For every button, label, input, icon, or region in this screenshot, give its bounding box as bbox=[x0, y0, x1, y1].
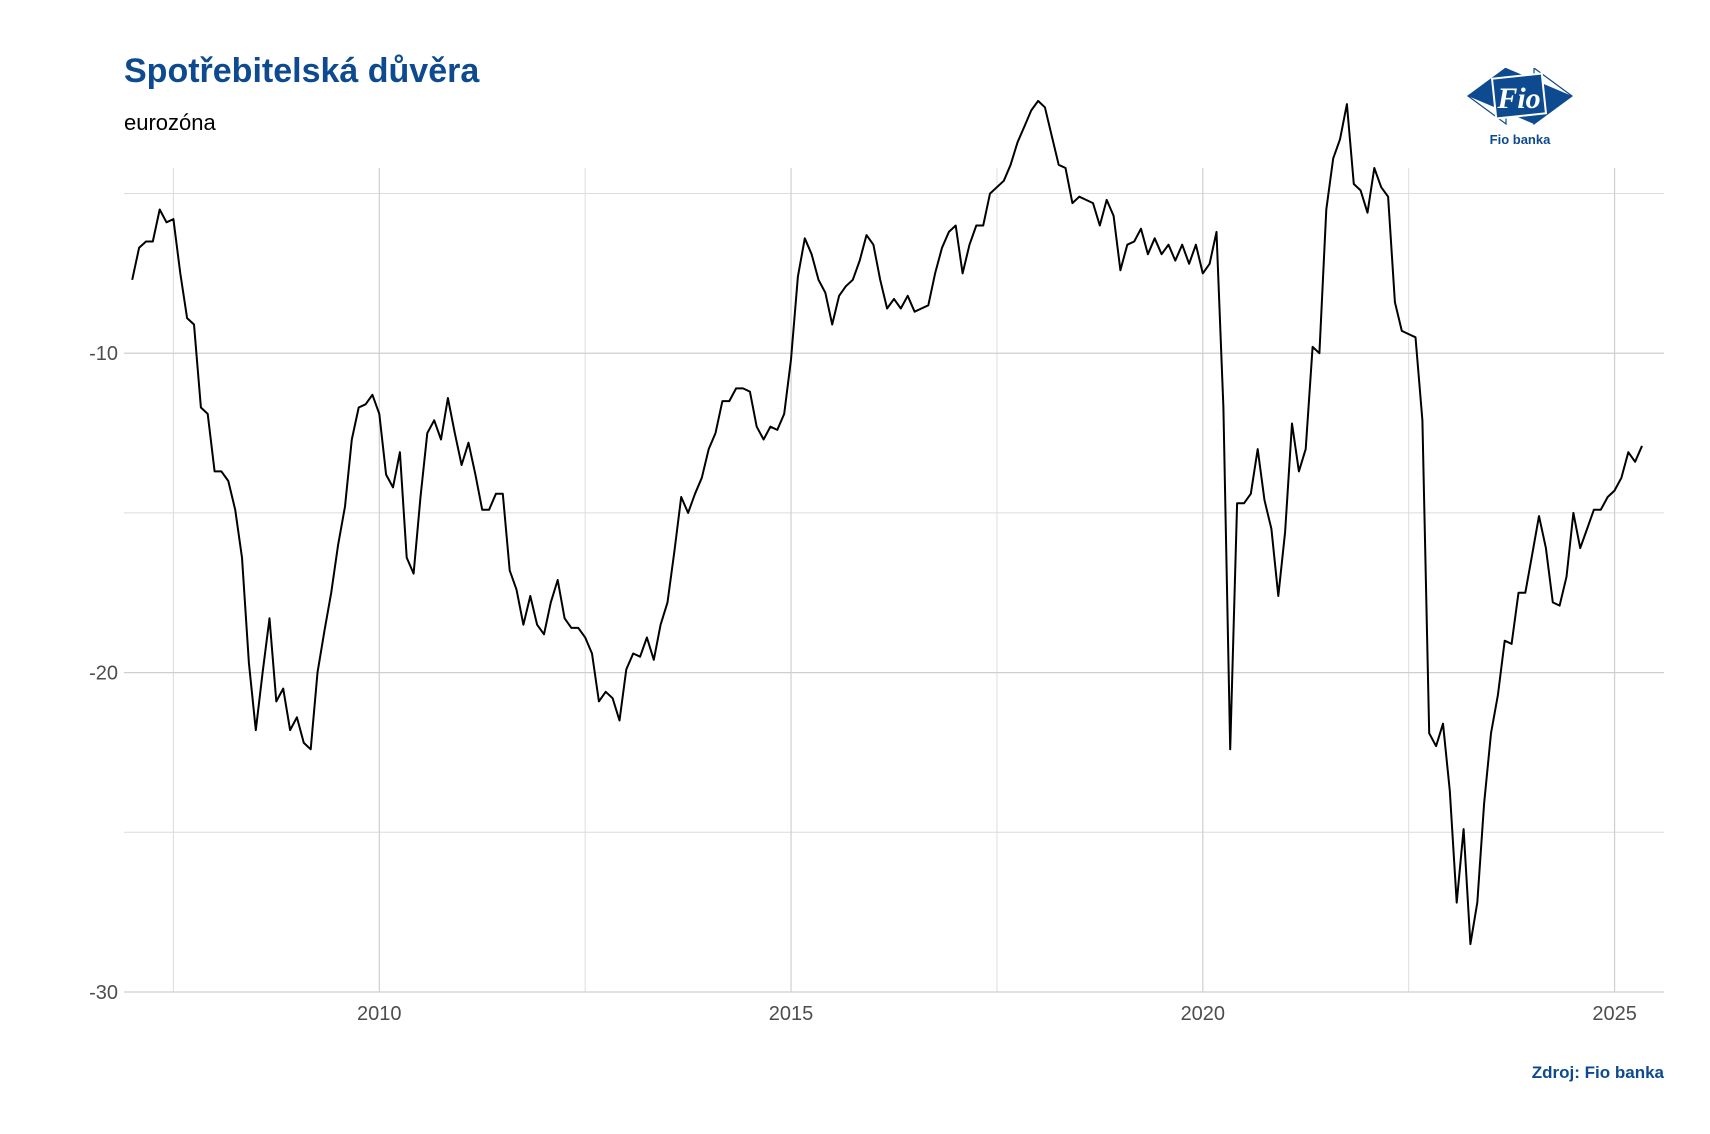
logo-mark-text: Fio bbox=[1496, 82, 1540, 115]
x-tick-label: 2015 bbox=[769, 1003, 814, 1025]
minor-gridlines bbox=[124, 168, 1664, 992]
series-line bbox=[131, 99, 1643, 946]
fio-logo-icon: Fio bbox=[1466, 68, 1574, 126]
x-tick-label: 2025 bbox=[1592, 1003, 1637, 1025]
y-tick-label: -30 bbox=[89, 982, 118, 1004]
chart-subtitle: eurozóna bbox=[124, 110, 216, 135]
x-tick-label: 2020 bbox=[1181, 1003, 1226, 1025]
logo-name: Fio banka bbox=[1489, 132, 1551, 147]
major-gridlines bbox=[124, 168, 1664, 993]
axis-labels: 2010 2015 2020 2025 -30 -20 -10 bbox=[89, 343, 1637, 1025]
chart-title: Spotřebitelská důvěra bbox=[124, 52, 480, 90]
x-tick-label: 2010 bbox=[357, 1003, 402, 1025]
source-note: Zdroj: Fio banka bbox=[1531, 1063, 1664, 1082]
y-tick-label: -20 bbox=[89, 663, 118, 685]
y-tick-label: -10 bbox=[89, 343, 118, 365]
series-layer bbox=[131, 99, 1643, 946]
